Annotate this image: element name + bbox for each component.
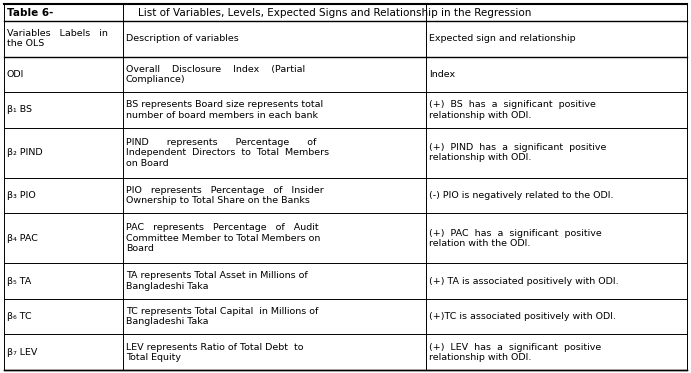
Text: β₄ PAC: β₄ PAC <box>7 234 38 243</box>
Bar <box>4 4 687 21</box>
Text: (+)TC is associated positively with ODI.: (+)TC is associated positively with ODI. <box>429 312 616 321</box>
Text: Description of variables: Description of variables <box>126 34 238 43</box>
Text: TC represents Total Capital  in Millions of
Bangladeshi Taka: TC represents Total Capital in Millions … <box>126 307 319 326</box>
Text: Index: Index <box>429 70 455 79</box>
Text: Variables   Labels   in
the OLS: Variables Labels in the OLS <box>7 29 108 48</box>
Text: β₆ TC: β₆ TC <box>7 312 32 321</box>
Text: β₃ PIO: β₃ PIO <box>7 191 36 200</box>
Text: (+)  PIND  has  a  significant  positive
relationship with ODI.: (+) PIND has a significant positive rela… <box>429 143 607 162</box>
Text: β₂ PIND: β₂ PIND <box>7 148 43 157</box>
Text: LEV represents Ratio of Total Debt  to
Total Equity: LEV represents Ratio of Total Debt to To… <box>126 342 303 362</box>
Text: Overall    Disclosure    Index    (Partial
Compliance): Overall Disclosure Index (Partial Compli… <box>126 65 305 84</box>
Text: Expected sign and relationship: Expected sign and relationship <box>429 34 576 43</box>
Text: PAC   represents   Percentage   of   Audit
Committee Member to Total Members on
: PAC represents Percentage of Audit Commi… <box>126 223 320 253</box>
Text: β₅ TA: β₅ TA <box>7 277 31 286</box>
Text: PIND      represents      Percentage      of
Independent  Directors  to  Total  : PIND represents Percentage of Independen… <box>126 138 329 167</box>
Text: Table 6-: Table 6- <box>7 7 53 18</box>
Text: ODI: ODI <box>7 70 24 79</box>
Text: TA represents Total Asset in Millions of
Bangladeshi Taka: TA represents Total Asset in Millions of… <box>126 272 307 291</box>
Text: List of Variables, Levels, Expected Signs and Relationship in the Regression: List of Variables, Levels, Expected Sign… <box>138 7 531 18</box>
Text: (+)  LEV  has  a  significant  positive
relationship with ODI.: (+) LEV has a significant positive relat… <box>429 342 601 362</box>
Text: β₁ BS: β₁ BS <box>7 105 32 115</box>
Text: (+) TA is associated positively with ODI.: (+) TA is associated positively with ODI… <box>429 277 618 286</box>
Text: PIO   represents   Percentage   of   Insider
Ownership to Total Share on the Ban: PIO represents Percentage of Insider Own… <box>126 186 323 205</box>
Text: β₇ LEV: β₇ LEV <box>7 348 37 357</box>
Text: BS represents Board size represents total
number of board members in each bank: BS represents Board size represents tota… <box>126 100 323 119</box>
Text: (+)  BS  has  a  significant  positive
relationship with ODI.: (+) BS has a significant positive relati… <box>429 100 596 119</box>
Text: (+)  PAC  has  a  significant  positive
relation with the ODI.: (+) PAC has a significant positive relat… <box>429 229 602 248</box>
Text: (-) PIO is negatively related to the ODI.: (-) PIO is negatively related to the ODI… <box>429 191 614 200</box>
